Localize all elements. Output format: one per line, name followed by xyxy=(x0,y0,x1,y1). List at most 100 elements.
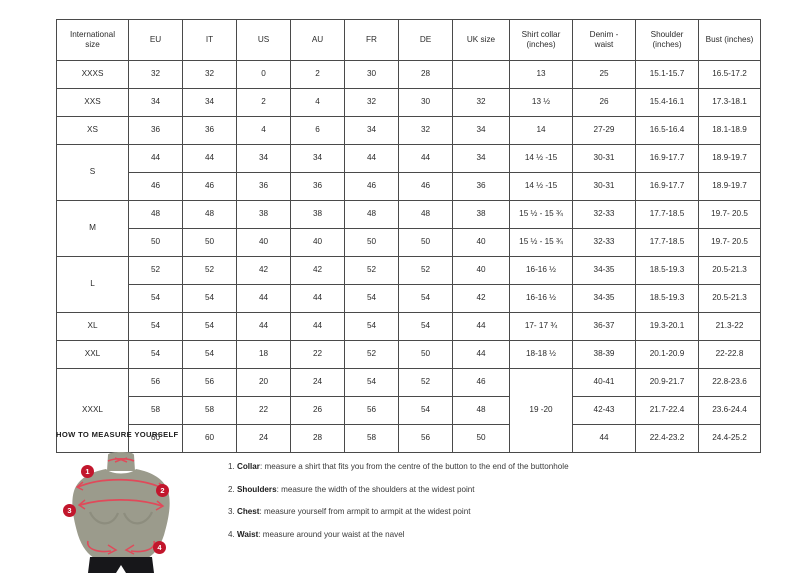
table-cell: 34 xyxy=(236,144,291,173)
table-cell: 16.9-17.7 xyxy=(635,144,699,173)
torso-diagram: 1 2 3 4 xyxy=(56,449,186,575)
table-cell: 34 xyxy=(182,88,237,117)
table-cell: 22 xyxy=(236,396,291,425)
table-cell: 44 xyxy=(290,284,345,313)
table-cell: 17- 17 ¾ xyxy=(509,312,573,341)
table-row: XXS 34 34 2 4 32 30 32 13 ½ 26 15.4-16.1 17.3-18.1 xyxy=(56,88,761,117)
table-cell: 18.1-18.9 xyxy=(698,116,761,145)
measure-badge-1: 1 xyxy=(81,465,94,478)
table-cell: 15.1-15.7 xyxy=(635,60,699,89)
table-cell: 42 xyxy=(452,284,510,313)
measure-instruction-item: 4. Waist: measure around your waist at t… xyxy=(228,530,569,539)
column-header: DE xyxy=(398,19,453,61)
table-cell: 46 xyxy=(128,172,183,201)
table-cell: 54 xyxy=(128,284,183,313)
table-cell: 56 xyxy=(398,424,453,453)
table-cell: 52 xyxy=(344,340,399,369)
cell-international-size: XL xyxy=(56,312,129,341)
table-cell: 52 xyxy=(344,256,399,285)
table-cell: 38 xyxy=(290,200,345,229)
table-row: XS 36 36 4 6 34 32 34 14 27-29 16.5-16.4 18.1-18.9 xyxy=(56,116,761,145)
table-cell: 50 xyxy=(398,228,453,257)
header-line: (inches) xyxy=(526,40,556,49)
table-cell: 16.5-17.2 xyxy=(698,60,761,89)
neck-shape xyxy=(107,452,135,471)
table-cell: 22.8-23.6 xyxy=(698,368,761,397)
table-cell: 40-41 xyxy=(572,368,636,397)
table-cell: 34 xyxy=(452,144,510,173)
table-cell: 15.4-16.1 xyxy=(635,88,699,117)
header-line: (inches) xyxy=(652,40,682,49)
table-cell: 27-29 xyxy=(572,116,636,145)
table-cell: 32 xyxy=(452,88,510,117)
column-header: EU xyxy=(128,19,183,61)
waist-arrow-right xyxy=(124,544,135,555)
table-cell: 36-37 xyxy=(572,312,636,341)
table-cell: 23.6-24.4 xyxy=(698,396,761,425)
measure-body: 1 2 3 4 1. Collar: measure a shirt that … xyxy=(56,449,756,575)
table-cell: 52 xyxy=(128,256,183,285)
table-cell: 50 xyxy=(344,228,399,257)
table-row: XXL 54 54 18 22 52 50 44 18-18 ½ 38-39 20.1-20.9 22… xyxy=(56,340,761,369)
table-cell: 18.9-19.7 xyxy=(698,144,761,173)
table-cell: 19.3-20.1 xyxy=(635,312,699,341)
torso-shape xyxy=(72,469,170,559)
how-to-measure-section: HOW TO MEASURE YOURSELF xyxy=(56,430,756,575)
column-header: Shoulder (inches) xyxy=(635,19,699,61)
column-header: International size xyxy=(56,19,129,61)
table-cell: 34 xyxy=(290,144,345,173)
table-cell: 2 xyxy=(290,60,345,89)
table-cell: 32 xyxy=(344,88,399,117)
header-line: EU xyxy=(149,34,162,44)
instruction-text: : measure yourself from armpit to armpit… xyxy=(259,507,471,517)
table-row: XXXL 56 56 20 24 54 52 46 19 -20 40-41 20.9-21.7 22… xyxy=(56,368,761,453)
table-cell: 44 xyxy=(236,312,291,341)
table-row: 54 54 44 44 54 54 42 16-16 ½ 34-35 18.5-19.3 20.5-… xyxy=(57,284,761,313)
table-cell: 32-33 xyxy=(572,228,636,257)
header-line: FR xyxy=(366,34,377,44)
table-cell: 28 xyxy=(398,60,453,89)
column-header: Denim - waist xyxy=(572,19,636,61)
table-cell: 20.5-21.3 xyxy=(698,256,761,285)
table-cell: 25 xyxy=(572,60,636,89)
table-cell: 13 ½ xyxy=(509,88,573,117)
table-cell: 20.5-21.3 xyxy=(698,284,761,313)
table-row: L 52 52 42 42 52 52 40 16-16 ½ 34-35 18.5-19.3 20.5… xyxy=(56,256,761,313)
table-cell: 44 xyxy=(398,144,453,173)
table-cell: 58 xyxy=(344,424,399,453)
table-cell: 15 ½ - 15 ¾ xyxy=(509,228,573,257)
table-cell: 56 xyxy=(182,368,237,397)
table-row: 50 50 40 40 50 50 40 15 ½ - 15 ¾ 32-33 17.7-18.5 1… xyxy=(57,228,761,257)
table-cell: 22-22.8 xyxy=(698,340,761,369)
table-cell: 4 xyxy=(236,116,291,145)
table-cell: 20.9-21.7 xyxy=(635,368,699,397)
table-cell: 18.9-19.7 xyxy=(698,172,761,201)
table-cell: 17.7-18.5 xyxy=(635,228,699,257)
table-cell: 56 xyxy=(128,368,183,397)
measure-instruction-item: 1. Collar: measure a shirt that fits you… xyxy=(228,462,569,471)
table-cell: 42-43 xyxy=(572,396,636,425)
table-cell: 17.7-18.5 xyxy=(635,200,699,229)
table-cell: 24.4-25.2 xyxy=(698,424,761,453)
column-header: FR xyxy=(344,19,399,61)
table-cell: 32 xyxy=(398,116,453,145)
header-line: US xyxy=(257,34,270,44)
table-cell: 54 xyxy=(398,312,453,341)
table-cell: 52 xyxy=(398,368,453,397)
table-cell: 36 xyxy=(128,116,183,145)
table-cell: 16-16 ½ xyxy=(509,256,573,285)
table-cell: 16.5-16.4 xyxy=(635,116,699,145)
table-cell: 40 xyxy=(452,228,510,257)
table-cell: 42 xyxy=(236,256,291,285)
column-header: Bust (inches) xyxy=(698,19,761,61)
table-cell: 24 xyxy=(290,368,345,397)
table-cell: 13 xyxy=(509,60,573,89)
table-cell: 26 xyxy=(290,396,345,425)
table-cell: 21.3-22 xyxy=(698,312,761,341)
table-cell: 18.5-19.3 xyxy=(635,256,699,285)
instruction-term: Collar xyxy=(237,462,260,471)
table-cell: 22.4-23.2 xyxy=(635,424,699,453)
measure-badge-3: 3 xyxy=(63,504,76,517)
table-cell: 54 xyxy=(182,284,237,313)
table-cell: 54 xyxy=(182,340,237,369)
